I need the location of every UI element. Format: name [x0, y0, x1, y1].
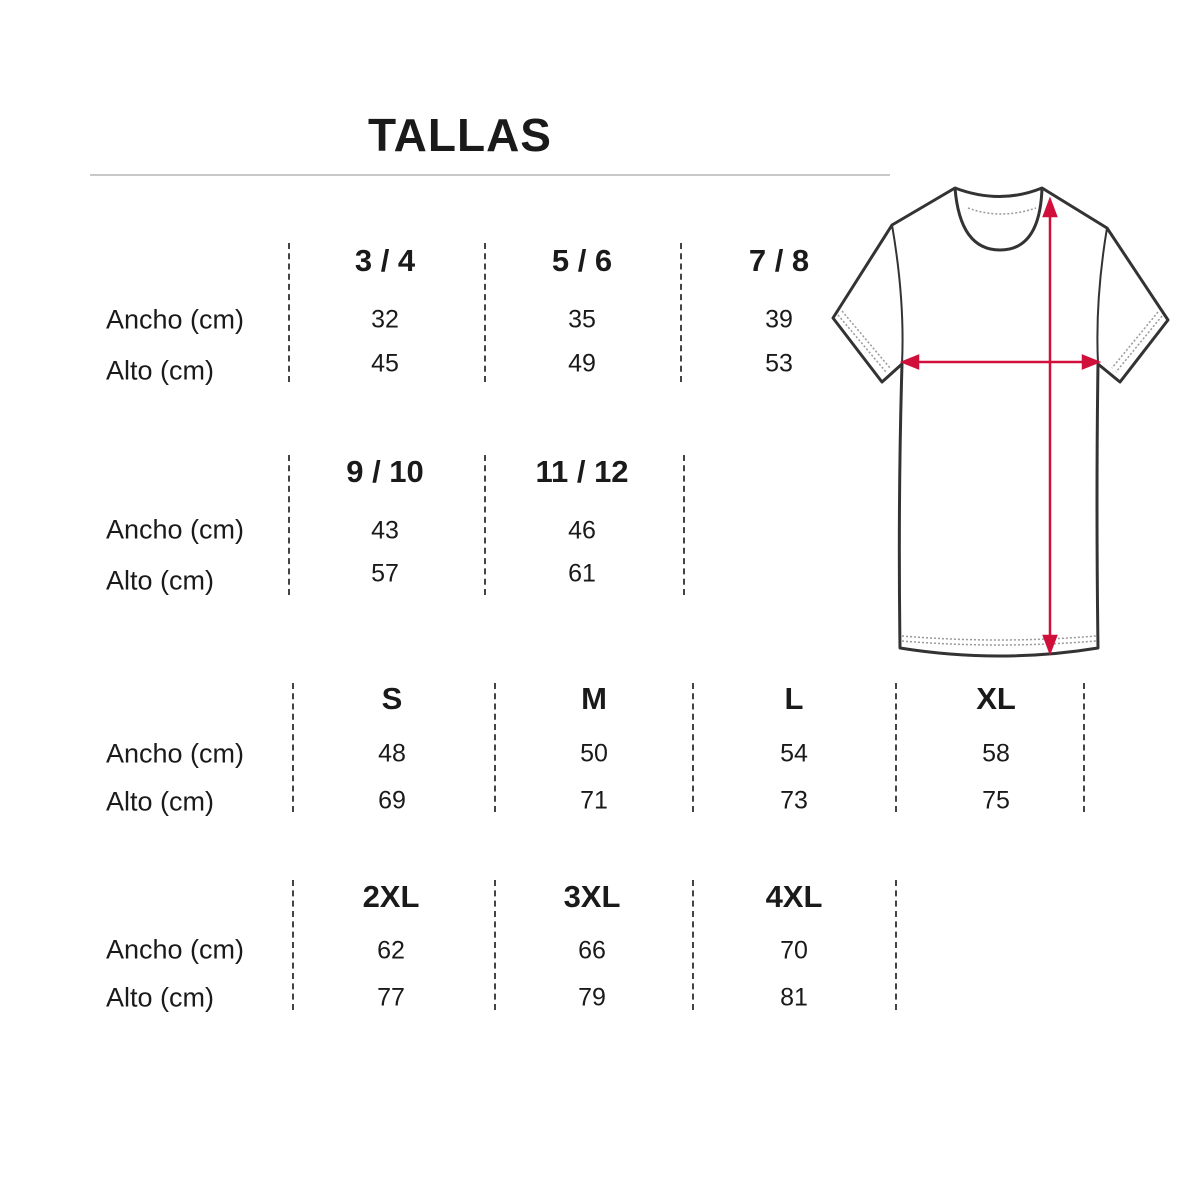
- column-divider: [494, 880, 496, 1010]
- alto-value: 81: [780, 983, 808, 1012]
- column-divider: [484, 455, 486, 595]
- column-divider: [895, 880, 897, 1010]
- size-header: 7 / 8: [748, 243, 810, 278]
- alto-value: 69: [378, 786, 406, 815]
- row-label-ancho: Ancho (cm): [106, 514, 245, 545]
- size-header: 3XL: [563, 879, 621, 914]
- size-header: 4XL: [765, 879, 823, 914]
- ancho-value: 39: [765, 305, 793, 334]
- row-label-alto: Alto (cm): [106, 565, 214, 596]
- column-divider: [292, 880, 294, 1010]
- title-divider: [90, 174, 890, 176]
- column-divider: [484, 243, 486, 382]
- alto-value: 71: [580, 786, 608, 815]
- size-header: 2XL: [362, 879, 420, 914]
- size-header: 9 / 10: [346, 454, 424, 489]
- ancho-value: 43: [371, 516, 399, 545]
- column-divider: [494, 683, 496, 812]
- ancho-value: 46: [568, 516, 596, 545]
- alto-value: 77: [377, 983, 405, 1012]
- collar: [953, 187, 1044, 252]
- ancho-value: 50: [580, 739, 608, 768]
- ancho-value: 66: [578, 936, 606, 965]
- column-divider: [692, 880, 694, 1010]
- ancho-value: 32: [371, 305, 399, 334]
- row-label-alto: Alto (cm): [106, 786, 214, 817]
- ancho-value: 62: [377, 936, 405, 965]
- size-header: S: [381, 681, 403, 716]
- column-divider: [692, 683, 694, 812]
- column-divider: [895, 683, 897, 812]
- column-divider: [683, 455, 685, 595]
- column-divider: [292, 683, 294, 812]
- size-header: 3 / 4: [354, 243, 416, 278]
- ancho-value: 58: [982, 739, 1010, 768]
- size-header: 5 / 6: [551, 243, 613, 278]
- alto-value: 79: [578, 983, 606, 1012]
- ancho-value: 48: [378, 739, 406, 768]
- alto-value: 73: [780, 786, 808, 815]
- ancho-value: 35: [568, 305, 596, 334]
- alto-value: 57: [371, 559, 399, 588]
- size-header: 11 / 12: [535, 454, 629, 489]
- row-label-ancho: Ancho (cm): [106, 738, 245, 769]
- alto-value: 75: [982, 786, 1010, 815]
- column-divider: [1083, 683, 1085, 812]
- row-label-ancho: Ancho (cm): [106, 934, 245, 965]
- row-label-alto: Alto (cm): [106, 355, 214, 386]
- column-divider: [288, 455, 290, 595]
- column-divider: [680, 243, 682, 382]
- row-label-alto: Alto (cm): [106, 982, 214, 1013]
- ancho-value: 70: [780, 936, 808, 965]
- shirt-outline: [831, 186, 1170, 658]
- alto-value: 45: [371, 349, 399, 378]
- column-divider: [288, 243, 290, 382]
- page-title: TALLAS: [367, 109, 552, 161]
- alto-value: 61: [568, 559, 596, 588]
- size-header: L: [784, 681, 804, 716]
- alto-value: 49: [568, 349, 596, 378]
- size-header: XL: [976, 681, 1016, 716]
- alto-value: 53: [765, 349, 793, 378]
- row-label-ancho: Ancho (cm): [106, 304, 245, 335]
- ancho-value: 54: [780, 739, 808, 768]
- size-header: M: [581, 681, 607, 716]
